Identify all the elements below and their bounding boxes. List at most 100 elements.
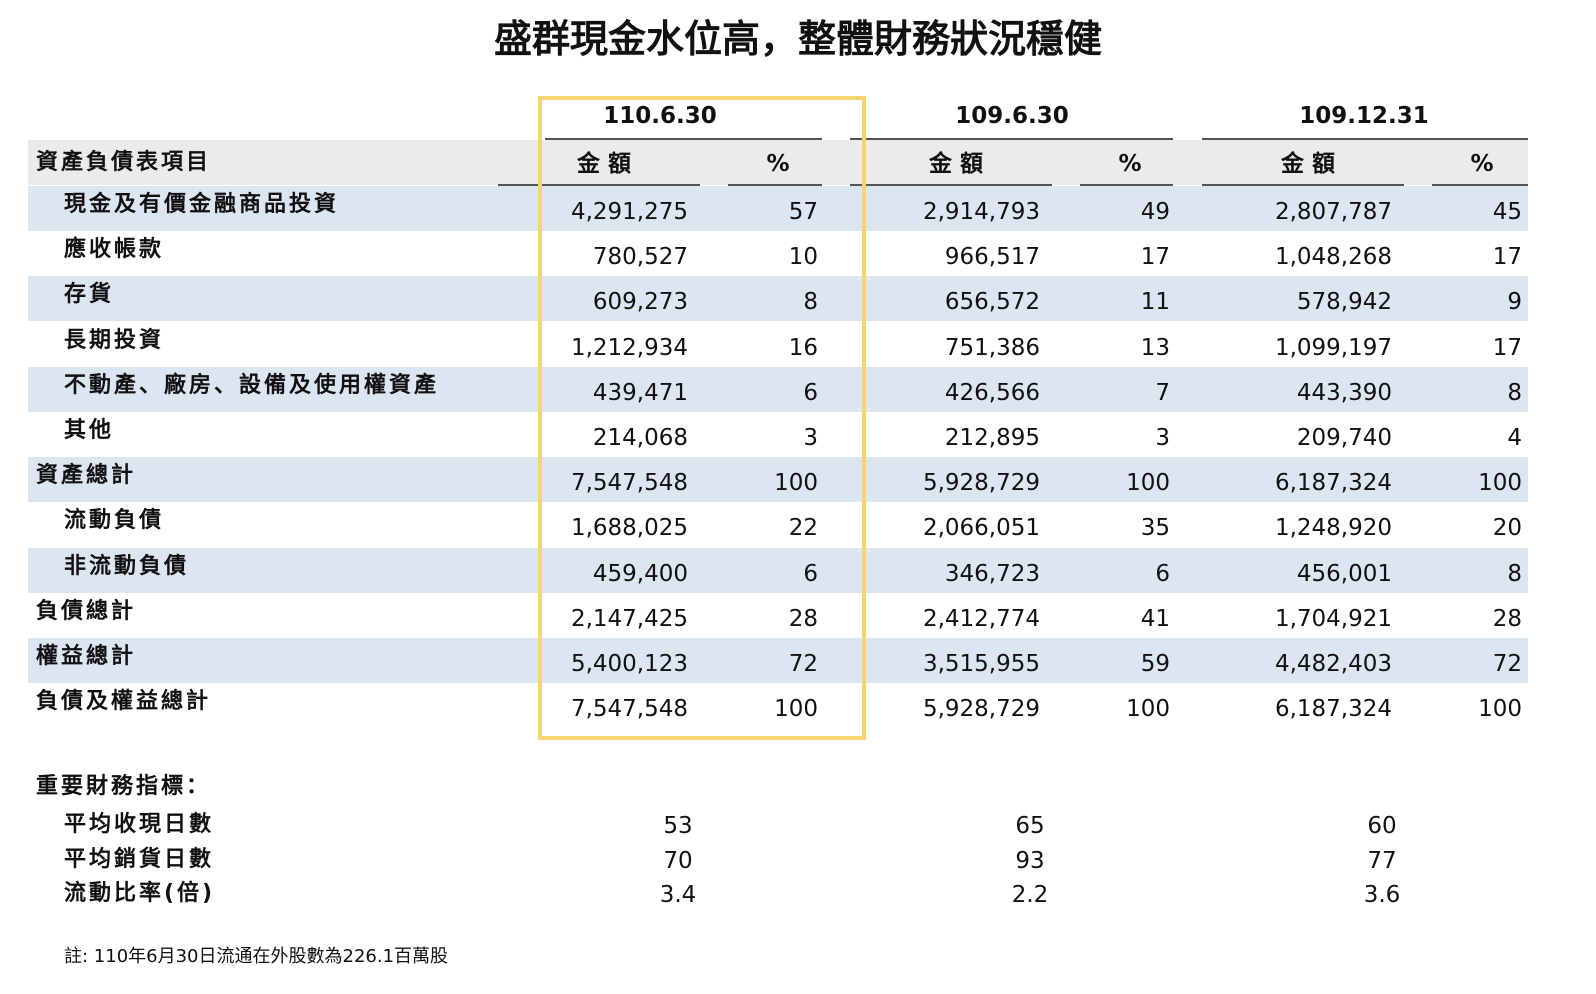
- cell-value: 7,547,548: [570, 470, 688, 497]
- cell-value: 9: [1507, 289, 1522, 316]
- cell-value: 6: [1155, 560, 1170, 587]
- row-label: 現金及有價金融商品投資: [64, 192, 340, 217]
- row-band: [28, 186, 1528, 231]
- cell-value: 2,412,774: [922, 605, 1040, 632]
- cell-value: 209,740: [1296, 425, 1392, 451]
- header-rule: [498, 184, 700, 186]
- cell-value: 100: [774, 696, 818, 723]
- cell-value: 8: [1507, 379, 1522, 406]
- cell-value: 1,099,197: [1274, 334, 1392, 361]
- indicators-title: 重要財務指標：: [36, 774, 212, 799]
- header-rule: [1080, 184, 1173, 186]
- cell-value: 443,390: [1296, 379, 1392, 406]
- cell-value: 1,704,921: [1274, 605, 1392, 632]
- cell-value: 45: [1492, 199, 1522, 225]
- column-header: 金 額: [1280, 151, 1335, 177]
- cell-value: 6: [803, 560, 818, 587]
- period-header: 109.6.30: [955, 103, 1069, 129]
- cell-value: 426,566: [944, 379, 1040, 406]
- indicator-value: 53: [663, 813, 693, 839]
- period-rule: [850, 138, 1173, 140]
- cell-value: 459,400: [592, 560, 688, 587]
- indicator-value: 2.2: [1011, 882, 1049, 908]
- footnote: 註: 110年6月30日流通在外股數為226.1百萬股: [64, 946, 449, 967]
- cell-value: 212,895: [944, 425, 1040, 451]
- cell-value: 35: [1140, 515, 1170, 542]
- cell-value: 10: [788, 244, 818, 271]
- cell-value: 2,147,425: [570, 605, 688, 632]
- row-band: [28, 547, 1528, 593]
- cell-value: 100: [774, 470, 818, 497]
- header-band: [28, 140, 1528, 185]
- indicator-label: 流動比率(倍): [64, 881, 216, 906]
- cell-value: 59: [1140, 651, 1170, 677]
- cell-value: 49: [1140, 199, 1170, 225]
- cell-value: 751,386: [944, 334, 1040, 361]
- cell-value: 1,048,268: [1274, 244, 1392, 271]
- cell-value: 6,187,324: [1274, 470, 1392, 497]
- cell-value: 578,942: [1296, 289, 1392, 316]
- cell-value: 3: [803, 425, 818, 451]
- cell-value: 72: [788, 651, 818, 677]
- header-rule: [1432, 184, 1528, 186]
- column-header: 金 額: [576, 151, 631, 177]
- cell-value: 57: [788, 199, 818, 225]
- header-rule: [1202, 184, 1404, 186]
- row-band: [28, 366, 1528, 412]
- cell-value: 1,248,920: [1274, 515, 1392, 542]
- cell-value: 3,515,955: [922, 651, 1040, 677]
- indicator-label: 平均銷貨日數: [64, 846, 215, 872]
- cell-value: 72: [1492, 651, 1522, 677]
- indicator-value: 3.6: [1363, 882, 1401, 908]
- cell-value: 609,273: [592, 289, 688, 316]
- cell-value: 2,066,051: [922, 515, 1040, 542]
- indicator-value: 60: [1367, 813, 1397, 839]
- cell-value: 5,400,123: [570, 651, 688, 677]
- cell-value: 100: [1126, 696, 1170, 723]
- header-rule: [728, 184, 822, 186]
- cell-value: 28: [1492, 605, 1522, 632]
- cell-value: 2,807,787: [1274, 199, 1392, 225]
- cell-value: 8: [1507, 560, 1522, 587]
- cell-value: 439,471: [592, 379, 688, 406]
- indicator-value: 65: [1015, 813, 1045, 839]
- indicator-value: 93: [1015, 847, 1045, 874]
- cell-value: 966,517: [944, 244, 1040, 271]
- cell-value: 1,688,025: [570, 515, 688, 542]
- cell-value: 5,928,729: [922, 470, 1040, 497]
- cell-value: 4,291,275: [570, 199, 688, 225]
- row-label: 長期投資: [64, 327, 165, 353]
- cell-value: 5,928,729: [922, 696, 1040, 723]
- cell-value: 214,068: [592, 425, 688, 451]
- row-label: 負債總計: [36, 598, 137, 624]
- row-band: [28, 457, 1528, 503]
- cell-value: 11: [1140, 289, 1170, 316]
- highlight-box: [538, 96, 866, 740]
- period-rule: [545, 138, 822, 140]
- cell-value: 7,547,548: [570, 696, 688, 723]
- indicator-label: 平均收現日數: [64, 812, 215, 837]
- cell-value: 17: [1492, 244, 1522, 271]
- cell-value: 4,482,403: [1274, 651, 1392, 677]
- row-label: 存貨: [64, 282, 115, 308]
- row-label: 資產總計: [36, 463, 137, 489]
- cell-value: 17: [1492, 334, 1522, 361]
- cell-value: 22: [788, 515, 818, 542]
- column-header: %: [1470, 151, 1494, 177]
- indicator-value: 3.4: [659, 882, 697, 908]
- row-band: [28, 276, 1528, 322]
- cell-value: 2,914,793: [922, 199, 1040, 225]
- cell-value: 456,001: [1296, 560, 1392, 587]
- column-header: %: [1118, 151, 1142, 177]
- indicator-value: 77: [1367, 847, 1397, 874]
- row-label: 應收帳款: [64, 237, 165, 263]
- period-rule: [1202, 138, 1528, 140]
- cell-value: 7: [1155, 379, 1170, 406]
- cell-value: 13: [1140, 334, 1170, 361]
- cell-value: 20: [1492, 515, 1522, 542]
- cell-value: 100: [1478, 696, 1522, 723]
- row-band: [28, 638, 1528, 683]
- row-label: 流動負債: [64, 508, 165, 534]
- row-label: 不動產、廠房、設備及使用權資產: [64, 372, 440, 398]
